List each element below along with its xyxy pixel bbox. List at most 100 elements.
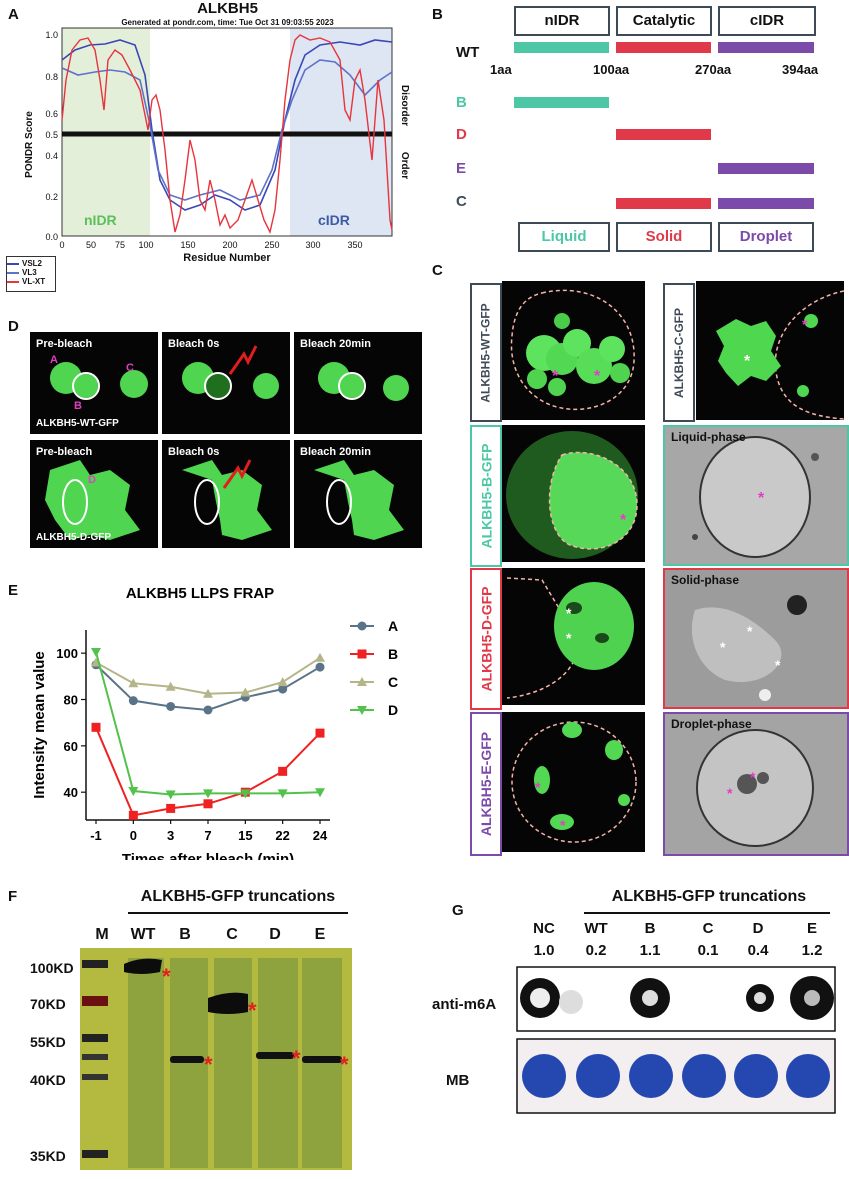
frap-d-0s-label: Bleach 0s [168,446,220,458]
series-a-point [203,705,213,715]
svg-text:*: * [340,1052,349,1077]
chart-title: ALKBH5 LLPS FRAP [126,585,274,602]
marker-40kd: 40KD [30,1072,66,1088]
pos-270aa: 270aa [695,62,732,77]
svg-text:0.6: 0.6 [45,109,58,119]
legend-a-label: A [388,618,398,634]
row-mb: MB [446,1072,470,1089]
series-c-point [128,678,139,688]
row-c-label: C [456,193,467,210]
value-c: 0.1 [697,942,719,959]
panel-f-header: ALKBH5-GFP truncations [140,888,336,905]
frap-wt-pre: Pre-bleach A B C ALKBH5-WT-GFP [30,332,158,434]
domain-catalytic: Catalytic [616,6,712,36]
svg-text:200: 200 [222,240,237,250]
svg-text:0.2: 0.2 [45,192,58,202]
frap-wt-name: ALKBH5-WT-GFP [36,418,119,429]
frap-d-name: ALKBH5-D-GFP [36,532,111,543]
series-b-point [278,766,288,776]
series-d-point [277,789,288,799]
legend-d-marker [357,706,367,715]
micro-d: * * [502,568,645,705]
panel-a-ylabel-wrap: PONDR Score [14,84,44,204]
svg-text:350: 350 [347,240,362,250]
legend-vlxt-label: VL-XT [22,277,46,286]
phase-solid: Solid [616,222,712,252]
label-c-gfp: ALKBH5-C-GFP [663,283,695,422]
value-e: 1.2 [801,942,823,959]
series-d-point [315,788,325,798]
sample-e: E [806,920,817,937]
series-c-point [203,688,213,698]
nidr-region-label: nIDR [84,212,117,228]
svg-text:*: * [560,817,566,833]
lane-c: C [226,926,238,943]
wt-bar-catalytic [616,42,711,53]
panel-b-letter: B [432,6,443,23]
frap-d-20min: Bleach 20min [294,440,422,548]
panel-a-legend: VSL2 VL3 VL-XT [6,256,56,292]
frap-d-pre: Pre-bleach D ALKBH5-D-GFP [30,440,158,548]
frap-chart: ALKBH5 LLPS FRAP 40 60 80 100 -1 0 3 7 15 22 24 Time… [31,585,398,860]
series-d-point [128,787,139,797]
micro-wt: * * [502,281,645,420]
svg-text:150: 150 [180,240,195,250]
series-d-point [203,789,213,799]
legend-vl3-label: VL3 [22,268,37,277]
svg-text:1.0: 1.0 [45,30,58,40]
marker-35kd: 35KD [30,1148,66,1164]
series-a-point [278,684,288,694]
series-c-point [315,652,325,662]
svg-text:*: * [750,769,756,785]
x-tick-label: 0 [130,828,137,843]
domain-cidr: cIDR [718,6,816,36]
phase-liquid: Liquid [518,222,610,252]
panel-f-letter: F [8,888,18,905]
frap-wt-20min: Bleach 20min [294,332,422,434]
svg-text:*: * [758,490,765,507]
svg-text:*: * [162,964,171,989]
frap-wt-pre-label: Pre-bleach [36,338,93,350]
series-d-point [165,790,176,800]
label-b-gfp-text: ALKBH5-B-GFP [478,443,494,549]
em-droplet-label: Droplet-phase [671,717,752,731]
svg-text:*: * [802,316,808,332]
legend-c-marker [357,677,367,686]
marker-70kd: 70KD [30,996,66,1012]
disorder-label: Disorder [399,84,411,126]
svg-text:0.4: 0.4 [45,151,58,161]
marker-55kd: 55KD [30,1034,66,1050]
drop-d-label: D [88,474,96,486]
row-c-bar-cidr [718,198,814,209]
western-blot: * * * * * [80,948,352,1170]
svg-text:*: * [204,1052,213,1077]
value-b: 1.1 [639,942,661,959]
series-b-point [166,803,176,813]
svg-text:*: * [775,657,781,673]
svg-text:*: * [720,639,726,655]
svg-text:50: 50 [86,240,96,250]
y-tick-label: 80 [64,693,78,708]
svg-text:*: * [727,785,733,801]
label-e-gfp-text: ALKBH5-E-GFP [478,731,495,837]
svg-text:*: * [747,623,753,639]
value-wt: 0.2 [585,942,607,959]
lane-d: D [269,926,281,943]
drop-a-label: A [50,354,58,366]
lane-wt: WT [130,926,156,943]
label-e-gfp: ALKBH5-E-GFP [470,712,502,856]
lane-b: B [179,926,191,943]
series-a-point [315,662,325,672]
panel-a-xlabel: Residue Number [183,252,271,264]
legend-a-marker [357,621,367,631]
series-d-point [240,789,251,799]
svg-text:0.0: 0.0 [45,232,58,242]
y-tick-label: 60 [64,739,78,754]
micro-c: * * [696,281,844,420]
x-axis-label: Times after bleach (min) [122,851,294,860]
dot-blot-mb [516,1038,836,1114]
svg-text:0.5: 0.5 [45,130,58,140]
micro-e: * * [502,712,645,852]
svg-text:*: * [620,512,627,529]
row-c-bar-catalytic [616,198,711,209]
